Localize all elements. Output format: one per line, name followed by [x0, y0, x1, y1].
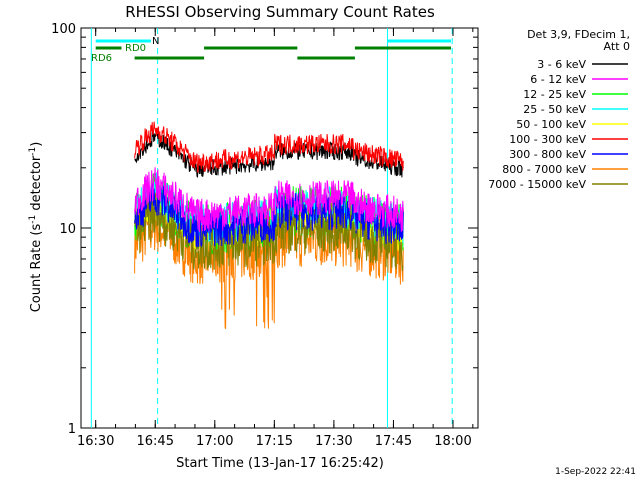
x-tick-label: 17:30: [315, 434, 352, 449]
series-line-1: [134, 167, 404, 233]
legend-entry-label: 25 - 50 keV: [523, 103, 586, 116]
y-axis-label: Count Rate (s-1 detector-1): [28, 142, 44, 313]
legend: Det 3,9, FDecim 1,Att 0 3 - 6 keV 6 - 12 k…: [488, 28, 630, 191]
series-line-8: [134, 192, 404, 271]
legend-entry-label: 300 - 800 keV: [509, 148, 586, 161]
legend-entry-label: 6 - 12 keV: [530, 73, 586, 86]
flag-label-rd0: RD0: [125, 43, 146, 54]
legend-entry-label: 3 - 6 keV: [537, 58, 586, 71]
legend-entry-label: 12 - 25 keV: [523, 88, 586, 101]
legend-entry-label: 100 - 300 keV: [509, 133, 586, 146]
timestamp: 1-Sep-2022 22:41: [555, 467, 636, 477]
flag-label-n: N: [152, 36, 159, 47]
series-line-5: [134, 121, 404, 173]
x-tick-label: 18:00: [434, 434, 471, 449]
legend-entry-label: 800 - 7000 keV: [502, 163, 586, 176]
legend-header: Det 3,9, FDecim 1,: [527, 28, 630, 41]
x-tick-label: 17:15: [256, 434, 293, 449]
x-tick-label: 16:30: [77, 434, 114, 449]
x-axis-label: Start Time (13-Jan-17 16:25:42): [176, 456, 384, 471]
y-tick-label: 10: [59, 222, 76, 237]
legend-header: Att 0: [604, 40, 630, 53]
y-tick-label: 1: [68, 422, 76, 437]
flag-label-rd6: RD6: [91, 53, 112, 64]
x-tick-label: 16:45: [137, 434, 174, 449]
y-tick-label: 100: [51, 22, 76, 37]
x-tick-label: 17:00: [196, 434, 233, 449]
legend-entry-label: 7000 - 15000 keV: [488, 178, 586, 191]
x-tick-label: 17:45: [375, 434, 412, 449]
chart-title: RHESSI Observing Summary Count Rates: [125, 3, 435, 21]
legend-entry-label: 50 - 100 keV: [516, 118, 586, 131]
